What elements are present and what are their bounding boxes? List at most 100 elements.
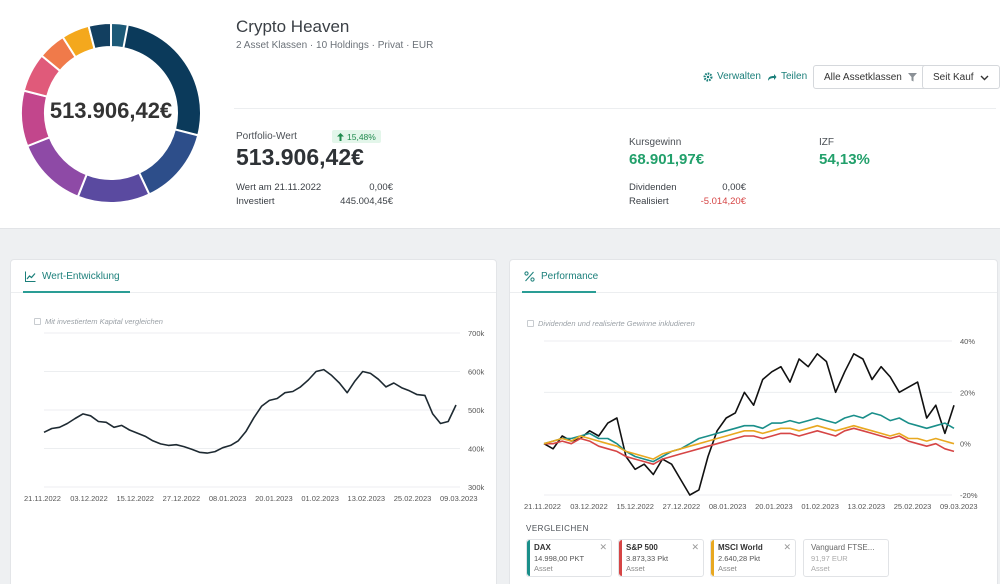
start-value: 0,00€ [369,182,393,193]
x-tick-label: 13.02.2023 [848,502,886,511]
series-line [543,352,955,496]
y-tick-label: 0% [960,440,971,449]
x-tick-label: 21.11.2022 [24,494,61,503]
compare-card-dax[interactable]: ✕ DAX 14.998,00 PKT Asset [526,539,612,577]
x-tick-label: 25.02.2023 [894,502,932,511]
checkbox-box[interactable] [34,318,41,325]
donut-slice[interactable] [76,171,151,204]
portfolio-header: 513.906,42€ Crypto Heaven 2 Asset Klasse… [0,0,1000,229]
x-tick-label: 08.01.2023 [209,494,247,503]
value-development-panel: Wert-Entwicklung Mit investiertem Kapita… [10,259,497,584]
dividends-value: 0,00€ [722,182,746,193]
x-tick-label: 03.12.2022 [570,502,608,511]
value-panel-header: Wert-Entwicklung [11,260,496,293]
allocation-donut-chart [20,21,202,204]
y-tick-label: -20% [960,491,978,500]
performance-chart: 40% 20% 0% -20% 21.11.2022 03.12.2022 15.12.20… [524,337,978,511]
compare-card-msci-world[interactable]: ✕ MSCI World 2.640,28 Pkt Asset [710,539,796,577]
checkbox-box[interactable] [527,320,534,327]
close-icon[interactable]: ✕ [691,542,699,552]
y-tick-label: 20% [960,388,975,397]
compare-value: 14.998,00 PKT [534,554,585,563]
compare-color-bar [527,540,530,576]
gain-label: Kursgewinn [629,137,682,148]
portfolio-title: Crypto Heaven [236,17,350,36]
header-divider [234,108,996,109]
compare-card-vanguard[interactable]: Vanguard FTSE... 91,97 EUR Asset [803,539,889,577]
compare-type: Asset [626,564,645,573]
y-tick-label: 40% [960,337,975,346]
y-tick-label: 300k [468,483,485,492]
series-line [543,412,955,463]
series-line [543,424,955,460]
compare-title: VERGLEICHEN [526,524,589,533]
asset-class-filter[interactable]: Alle Assetklassen [813,65,928,89]
chevron-down-icon [980,75,989,80]
x-tick-label: 15.12.2022 [116,494,154,503]
x-tick-label: 21.11.2022 [524,502,561,511]
compare-name: Vanguard FTSE... [811,543,875,552]
compare-value: 91,97 EUR [811,554,848,563]
close-icon[interactable]: ✕ [599,542,607,552]
x-tick-label: 20.01.2023 [755,502,793,511]
donut-slice[interactable] [26,135,89,198]
value-change-text: 15,48% [347,131,376,142]
donut-total-value: 513.906,42€ [49,98,173,123]
donut-slice[interactable] [110,21,130,50]
share-label: Teilen [781,71,808,82]
compare-type: Asset [718,564,737,573]
value-change-badge: 15,48% [332,130,381,143]
period-select[interactable]: Seit Kauf [922,65,1000,89]
tab-value-development-label: Wert-Entwicklung [42,271,120,282]
close-icon[interactable]: ✕ [783,542,791,552]
tab-active-underline [23,291,130,293]
x-tick-label: 20.01.2023 [255,494,293,503]
x-tick-label: 09.03.2023 [940,502,978,511]
realized-label: Realisiert [629,196,669,207]
series-line [544,427,955,465]
y-tick-label: 400k [468,445,485,454]
x-tick-label: 01.02.2023 [301,494,339,503]
x-tick-label: 15.12.2022 [616,502,654,511]
x-tick-label: 27.12.2022 [163,494,201,503]
invested-value: 445.004,45€ [340,196,393,207]
include-dividends-checkbox[interactable]: Dividenden und realisierte Gewinne inklu… [527,319,695,328]
start-value-label: Wert am 21.11.2022 [236,182,322,193]
line-chart-icon [25,271,36,282]
tab-performance[interactable]: Performance [522,260,600,293]
compare-value: 3.873,33 Pkt [626,554,669,563]
compare-type: Asset [811,564,830,573]
compare-name: S&P 500 [626,543,658,552]
manage-label: Verwalten [717,71,761,82]
x-tick-label: 09.03.2023 [440,494,478,503]
performance-panel-header: Performance [510,260,997,293]
izf-label: IZF [819,137,834,148]
gain-value: 68.901,97€ [629,151,705,168]
y-tick-label: 700k [468,329,485,338]
period-select-label: Seit Kauf [933,71,974,83]
compare-name: MSCI World [718,543,763,552]
donut-slice[interactable] [137,128,200,196]
percent-icon [524,271,535,282]
performance-panel: Performance Dividenden und realisierte G… [509,259,998,584]
y-tick-label: 500k [468,406,485,415]
compare-card-sp500[interactable]: ✕ S&P 500 3.873,33 Pkt Asset [618,539,704,577]
realized-value: -5.014,20€ [700,196,746,207]
compare-color-bar [711,540,714,576]
tab-performance-label: Performance [541,271,599,282]
share-button[interactable]: Teilen [767,71,807,82]
tab-active-underline [522,291,596,293]
compare-invested-checkbox[interactable]: Mit investiertem Kapital vergleichen [34,317,163,326]
compare-name: DAX [534,543,551,552]
compare-color-bar [619,540,622,576]
compare-value: 2.640,28 Pkt [718,554,761,563]
portfolio-value-label: Portfolio-Wert [236,131,297,142]
izf-value: 54,13% [819,151,870,168]
manage-button[interactable]: Verwalten [703,71,761,82]
dividends-label: Dividenden [629,182,677,193]
arrow-up-icon [337,132,344,141]
compare-invested-label: Mit investiertem Kapital vergleichen [45,317,163,326]
share-arrow-icon [768,73,777,81]
series-line [43,368,457,454]
tab-value-development[interactable]: Wert-Entwicklung [23,260,122,293]
